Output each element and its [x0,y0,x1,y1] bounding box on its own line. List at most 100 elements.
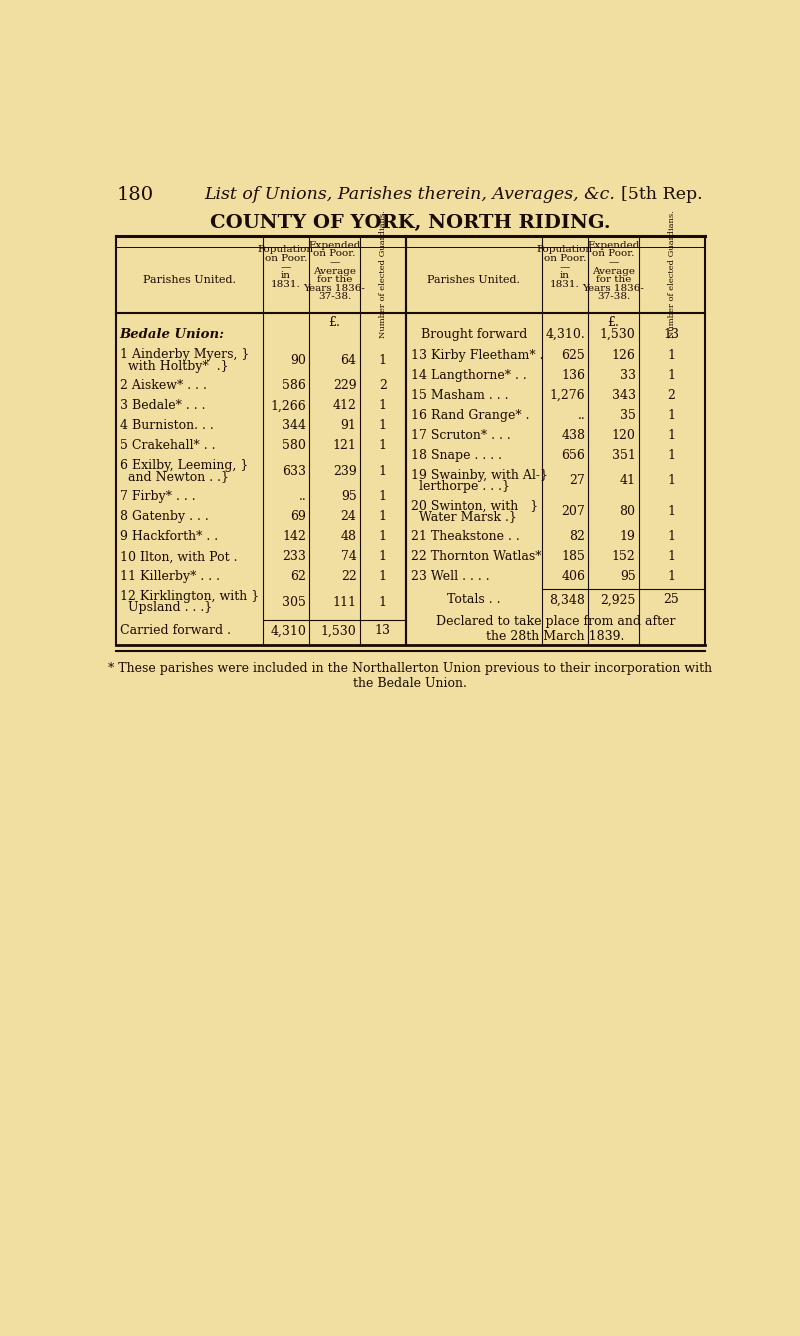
Text: Upsland . . .}: Upsland . . .} [120,601,213,615]
Text: 233: 233 [282,550,306,564]
Text: Number of elected Guardians.: Number of elected Guardians. [667,210,675,338]
Text: Number of elected Guardians.: Number of elected Guardians. [379,210,387,338]
Text: 11 Killerby* . . .: 11 Killerby* . . . [120,570,220,584]
Text: 8,348: 8,348 [550,593,585,607]
Text: 5 Crakehall* . .: 5 Crakehall* . . [120,440,216,453]
Text: Years 1836-: Years 1836- [582,283,644,293]
Text: 586: 586 [282,379,306,393]
Text: 120: 120 [612,429,635,442]
Text: 80: 80 [619,505,635,518]
Text: 1: 1 [667,449,675,462]
Text: 656: 656 [562,449,585,462]
Text: 1: 1 [667,429,675,442]
Text: 239: 239 [333,465,357,478]
Text: 27: 27 [570,474,585,488]
Text: Average: Average [313,267,356,275]
Text: Population: Population [258,244,314,254]
Text: ..: .. [578,409,585,422]
Text: 8 Gatenby . . .: 8 Gatenby . . . [120,510,209,524]
Text: 95: 95 [620,570,635,584]
Text: 6 Exilby, Leeming, }: 6 Exilby, Leeming, } [120,460,249,473]
Text: Carried forward .: Carried forward . [120,624,231,637]
Text: 1,266: 1,266 [270,399,306,413]
Text: 305: 305 [282,596,306,609]
Text: 1: 1 [379,354,387,367]
Text: 580: 580 [282,440,306,453]
Text: 22: 22 [341,570,357,584]
Text: 1: 1 [379,465,387,478]
Text: Declared to take place from and after
the 28th March 1839.: Declared to take place from and after th… [435,616,675,644]
Text: 22 Thornton Watlas*: 22 Thornton Watlas* [410,550,542,564]
Text: 19 Swainby, with Al-}: 19 Swainby, with Al-} [410,469,548,481]
Text: 2: 2 [379,379,387,393]
Text: 62: 62 [290,570,306,584]
Text: 351: 351 [612,449,635,462]
Text: 406: 406 [561,570,585,584]
Text: 17 Scruton* . . .: 17 Scruton* . . . [410,429,510,442]
Text: 1: 1 [379,399,387,413]
Text: Parishes United.: Parishes United. [142,275,236,286]
Text: for the: for the [317,275,352,285]
Text: 64: 64 [341,354,357,367]
Text: 14 Langthorne* . .: 14 Langthorne* . . [410,369,526,382]
Text: 180: 180 [117,186,154,204]
Text: with Holtby*  .}: with Holtby* .} [120,359,229,373]
Text: lerthorpe . . .}: lerthorpe . . .} [410,480,510,493]
Text: 142: 142 [282,530,306,544]
Text: 3 Bedale* . . .: 3 Bedale* . . . [120,399,206,413]
Text: 1: 1 [667,409,675,422]
Text: 13: 13 [375,624,391,637]
Text: 625: 625 [562,349,585,362]
Text: 25: 25 [664,593,679,607]
Text: 1: 1 [667,505,675,518]
Text: 21 Theakstone . .: 21 Theakstone . . [410,530,519,544]
Text: 37-38.: 37-38. [597,293,630,301]
Text: 1: 1 [379,440,387,453]
Text: in: in [281,271,291,281]
Text: 1831.: 1831. [271,279,301,289]
Text: 90: 90 [290,354,306,367]
Text: 344: 344 [282,420,306,433]
Text: 1831.: 1831. [550,279,580,289]
Text: 1: 1 [667,474,675,488]
Text: 2,925: 2,925 [600,593,635,607]
Text: 16 Rand Grange* .: 16 Rand Grange* . [410,409,530,422]
Text: 1: 1 [379,490,387,504]
Text: 185: 185 [562,550,585,564]
Text: 1: 1 [667,369,675,382]
Text: 69: 69 [290,510,306,524]
Text: List of Unions, Parishes therein, Averages, &c.: List of Unions, Parishes therein, Averag… [205,187,615,203]
Text: in: in [560,271,570,281]
Text: 1: 1 [379,570,387,584]
Text: 35: 35 [620,409,635,422]
Text: 41: 41 [619,474,635,488]
Text: 1,530: 1,530 [600,327,635,341]
Text: ..: .. [298,490,306,504]
Text: Parishes United.: Parishes United. [427,275,521,286]
Text: 1: 1 [667,530,675,544]
Text: for the: for the [596,275,631,285]
Text: 1: 1 [667,570,675,584]
Text: 10 Ilton, with Pot .: 10 Ilton, with Pot . [120,550,238,564]
Text: 20 Swinton, with   }: 20 Swinton, with } [410,500,538,513]
Text: 9 Hackforth* . .: 9 Hackforth* . . [120,530,218,544]
Text: 1,530: 1,530 [321,624,357,637]
Text: —: — [330,258,340,267]
Text: Totals . .: Totals . . [447,593,501,607]
Text: 1: 1 [667,550,675,564]
Text: on Poor.: on Poor. [314,248,356,258]
Text: 48: 48 [341,530,357,544]
Text: 4,310: 4,310 [270,624,306,637]
Text: 4 Burniston. . .: 4 Burniston. . . [120,420,214,433]
Text: 152: 152 [612,550,635,564]
Text: 1,276: 1,276 [550,389,585,402]
Text: 95: 95 [341,490,357,504]
Text: 1: 1 [379,530,387,544]
Text: 126: 126 [612,349,635,362]
Text: and Newton . .}: and Newton . .} [120,470,229,484]
Text: on Poor.: on Poor. [265,254,307,263]
Text: 91: 91 [341,420,357,433]
Text: 343: 343 [611,389,635,402]
Text: 1 Ainderby Myers, }: 1 Ainderby Myers, } [120,349,250,362]
Text: [5th Rep.: [5th Rep. [622,187,703,203]
